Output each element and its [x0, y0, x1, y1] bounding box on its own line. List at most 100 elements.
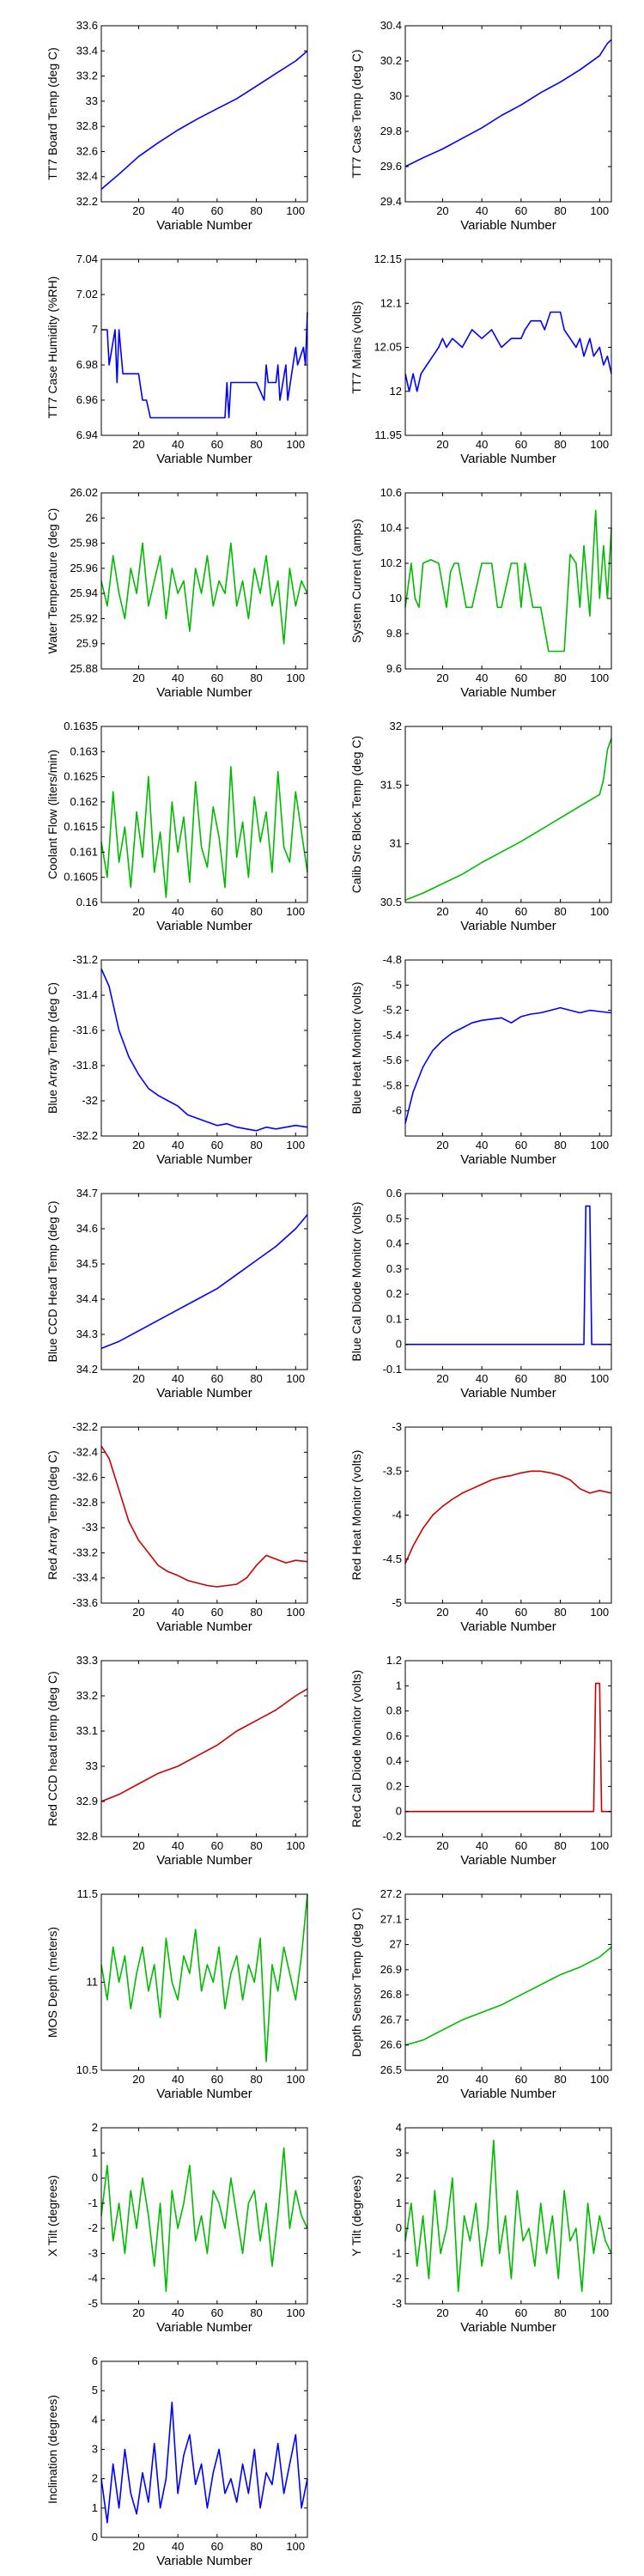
y-tick-label: 27.1 [380, 1912, 402, 1925]
y-tick-label: 0.162 [70, 795, 98, 808]
y-tick-label: -33.2 [72, 1546, 98, 1558]
y-axis-label: Y Tilt (degrees) [349, 2175, 363, 2257]
chart-panel: 20 40 60 80 100 9.6 9.8 10 10.2 10.4 10.6 Variable … [349, 486, 612, 700]
chart-panel: 20 40 60 80 100 32.2 32.4 32.6 32.8 33 33.2 33.4 33.… [46, 19, 308, 233]
x-tick-label: 60 [211, 2073, 223, 2086]
x-tick-label: 60 [515, 204, 527, 217]
y-axis-label: Red Heat Monitor (volts) [349, 1450, 363, 1581]
y-tick-label: 10.4 [380, 521, 402, 534]
y-tick-label: 0.2 [386, 1287, 402, 1300]
y-tick-label: 33.1 [76, 1724, 98, 1737]
y-axis-label: MOS Depth (meters) [46, 1927, 59, 2038]
y-axis-label: Depth Sensor Temp (deg C) [349, 1907, 363, 2057]
x-tick-label: 40 [172, 2073, 184, 2086]
x-tick-label: 40 [476, 438, 488, 451]
x-axis-label: Variable Number [156, 1853, 252, 1868]
y-tick-label: 32.4 [76, 170, 98, 183]
x-tick-label: 80 [250, 1372, 262, 1385]
y-tick-label: 26.9 [380, 1963, 402, 1976]
y-tick-label: 7.02 [76, 288, 98, 301]
x-tick-label: 80 [250, 1139, 262, 1151]
x-tick-label: 40 [172, 1606, 184, 1619]
x-tick-label: 80 [250, 204, 262, 217]
x-axis-label: Variable Number [156, 1152, 252, 1167]
plot-frame [404, 1660, 612, 1838]
y-tick-label: 33.3 [76, 1654, 98, 1667]
y-tick-label: 0.1615 [64, 820, 98, 833]
x-tick-label: 40 [476, 1606, 488, 1619]
y-tick-label: 0.4 [386, 1754, 402, 1767]
y-tick-label: -32.6 [72, 1471, 98, 1484]
series-line [100, 1688, 308, 1802]
x-tick-label: 100 [286, 1372, 305, 1385]
chart-panel: 20 40 60 80 100 25.88 25.9 25.92 25.94 25.96 25.98… [46, 486, 308, 700]
y-tick-label: 1.2 [386, 1654, 402, 1667]
x-tick-label: 40 [172, 204, 184, 217]
y-tick-label: -1 [88, 2196, 98, 2209]
x-axis-label: Variable Number [156, 1619, 252, 1634]
chart-panel: 20 40 60 80 100 10.5 11 11.5 Variable Number MOS … [46, 1887, 308, 2101]
plot-frame [404, 1193, 612, 1370]
chart-panel: 20 40 60 80 100 -33.6 -33.4 -33.2 -33 -32.8 -32.6 -… [46, 1420, 308, 1634]
y-tick-label: 11.5 [77, 1887, 98, 1900]
y-axis-label: TT7 Board Temp (deg C) [46, 47, 59, 180]
y-tick-label: -5 [88, 2297, 98, 2310]
y-tick-label: 10.5 [76, 2063, 98, 2076]
x-tick-label: 80 [554, 1839, 566, 1852]
series-line [100, 1445, 308, 1588]
x-tick-label: 100 [286, 1139, 305, 1151]
chart-panel: 20 40 60 80 100 29.4 29.6 29.8 30 30.2 30.4 Variabl… [349, 19, 612, 233]
y-tick-label: 25.9 [76, 637, 98, 650]
chart-panel: 20 40 60 80 100 -6 -5.8 -5.6 -5.4 -5.2 -5 -4.8 Varia… [349, 953, 612, 1167]
y-tick-label: -32.2 [72, 1420, 98, 1433]
plot-frame [404, 1893, 612, 2071]
chart-panel: 20 40 60 80 100 11.95 12 12.05 12.1 12.15 Variable… [349, 252, 612, 466]
y-axis-label: Blue Array Temp (deg C) [46, 982, 59, 1114]
y-tick-label: -4 [88, 2272, 98, 2285]
x-axis-label: Variable Number [460, 2320, 556, 2335]
x-tick-label: 100 [590, 1606, 609, 1619]
y-tick-label: 33.2 [76, 70, 98, 82]
x-tick-label: 100 [286, 671, 305, 684]
y-tick-label: 12.1 [380, 296, 402, 309]
y-tick-label: -5 [392, 978, 402, 991]
y-tick-label: -31.8 [72, 1059, 98, 1072]
x-tick-label: 20 [132, 1606, 144, 1619]
chart-panel: 20 40 60 80 100 -3 -2 -1 0 1 2 3 4 Variable Number Y T… [349, 2121, 612, 2335]
plot-frame [100, 959, 308, 1137]
y-tick-label: 26 [86, 511, 98, 524]
x-tick-label: 80 [554, 438, 566, 451]
x-tick-label: 80 [250, 2540, 262, 2553]
x-tick-label: 40 [172, 1372, 184, 1385]
x-tick-label: 40 [172, 1839, 184, 1852]
x-tick-label: 40 [172, 671, 184, 684]
y-tick-label: 0.4 [386, 1237, 402, 1250]
y-tick-label: -5.8 [383, 1078, 402, 1091]
x-axis-label: Variable Number [156, 218, 252, 233]
x-tick-label: 100 [286, 905, 305, 918]
y-tick-label: 0 [396, 1338, 402, 1351]
series-line [404, 1006, 612, 1124]
series-line [100, 2147, 308, 2293]
series-line [404, 311, 612, 392]
y-axis-label: Red CCD head temp (deg C) [46, 1671, 59, 1826]
y-tick-label: 0.161 [70, 845, 98, 858]
y-tick-label: -0.1 [383, 1363, 402, 1376]
x-tick-label: 20 [132, 905, 144, 918]
plot-frame [404, 2127, 612, 2305]
x-tick-label: 80 [554, 1372, 566, 1385]
series-line [100, 542, 308, 645]
plot-frame [100, 492, 308, 670]
y-axis-label: TT7 Case Humidity (%RH) [46, 276, 59, 419]
y-tick-label: 11 [87, 1976, 99, 1989]
x-tick-label: 40 [476, 671, 488, 684]
x-tick-label: 60 [211, 2306, 223, 2319]
x-tick-label: 20 [132, 204, 144, 217]
y-tick-label: 9.8 [386, 627, 402, 640]
plot-frame [100, 258, 308, 436]
x-tick-label: 100 [590, 204, 609, 217]
y-tick-label: 25.98 [70, 537, 98, 550]
y-tick-label: 0.1625 [64, 770, 98, 783]
y-tick-label: 34.4 [76, 1292, 98, 1305]
x-tick-label: 80 [250, 2306, 262, 2319]
